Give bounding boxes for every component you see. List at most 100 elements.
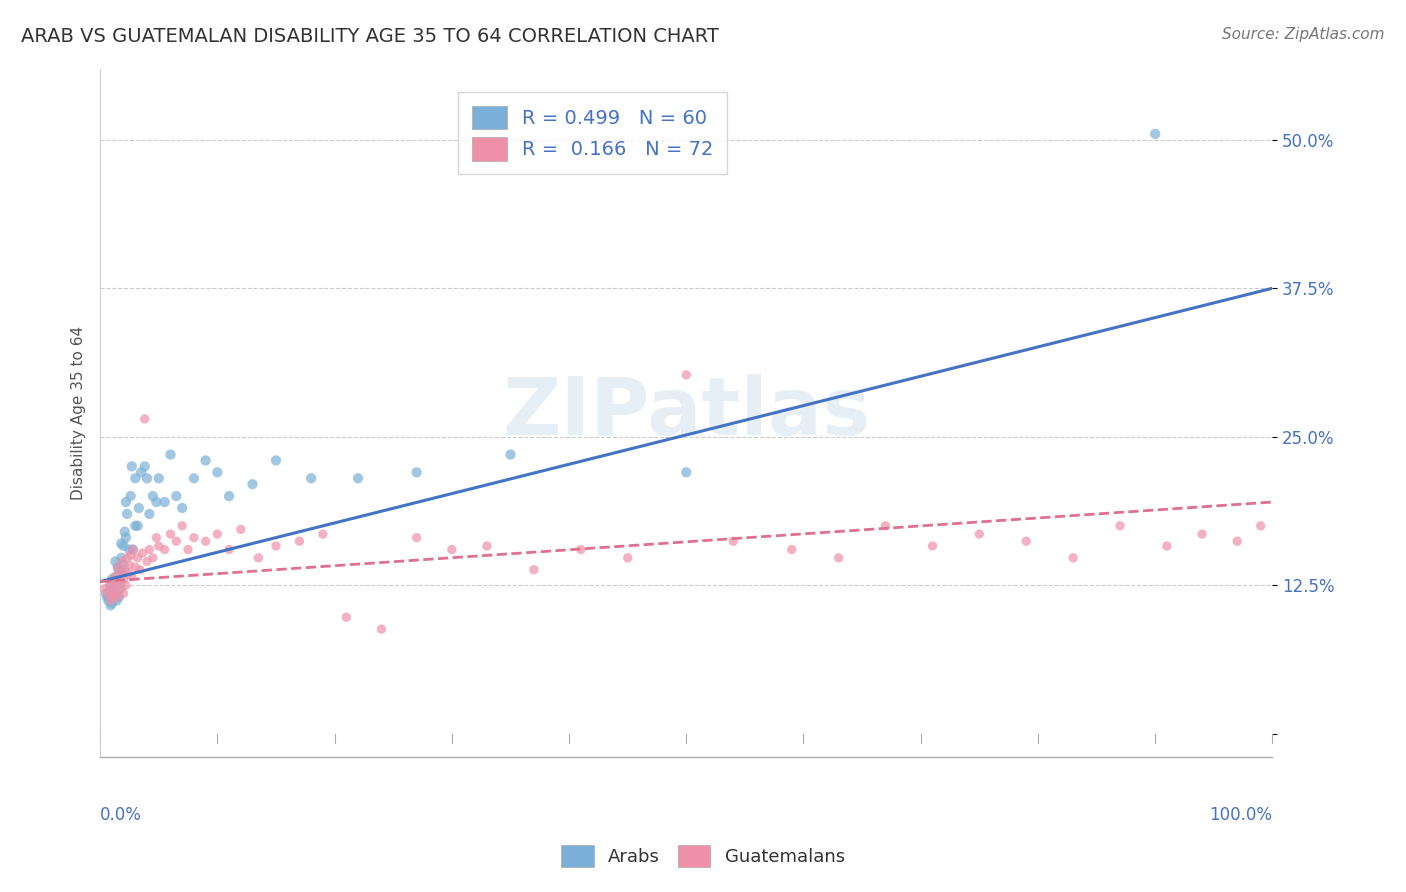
Point — [875, 518, 897, 533]
Point — [153, 495, 176, 509]
Point — [145, 531, 167, 545]
Point — [370, 622, 392, 636]
Point — [107, 560, 129, 574]
Point — [111, 566, 134, 581]
Point — [165, 489, 187, 503]
Point — [124, 560, 146, 574]
Point — [475, 539, 498, 553]
Point — [115, 507, 138, 521]
Point — [229, 522, 252, 536]
Point — [138, 542, 160, 557]
Point — [114, 524, 136, 539]
Point — [172, 500, 194, 515]
Text: Source: ZipAtlas.com: Source: ZipAtlas.com — [1222, 27, 1385, 42]
Point — [1109, 518, 1132, 533]
Point — [183, 531, 205, 545]
Point — [108, 566, 131, 581]
Point — [101, 596, 124, 610]
Point — [107, 560, 129, 574]
Text: 0.0%: 0.0% — [100, 805, 142, 823]
Point — [107, 590, 129, 604]
Point — [104, 554, 127, 568]
Point — [115, 578, 138, 592]
Point — [1191, 527, 1213, 541]
Point — [108, 578, 131, 592]
Point — [101, 582, 124, 596]
Point — [101, 590, 124, 604]
Point — [108, 563, 131, 577]
Point — [101, 584, 124, 599]
Point — [159, 527, 181, 541]
Point — [440, 542, 463, 557]
Point — [616, 550, 638, 565]
Point — [247, 550, 270, 565]
Point — [97, 593, 120, 607]
Point — [115, 495, 138, 509]
Point — [523, 563, 546, 577]
Point — [112, 572, 135, 586]
Point — [96, 586, 118, 600]
Point — [122, 542, 145, 557]
Point — [122, 542, 145, 557]
Point — [96, 590, 118, 604]
Point — [115, 531, 138, 545]
Point — [145, 495, 167, 509]
Point — [165, 534, 187, 549]
Text: 100.0%: 100.0% — [1209, 805, 1272, 823]
Point — [1062, 550, 1084, 565]
Point — [110, 550, 132, 565]
Point — [110, 536, 132, 550]
Point — [118, 558, 141, 572]
Point — [405, 531, 427, 545]
Point — [312, 527, 335, 541]
Point — [499, 448, 522, 462]
Point — [183, 471, 205, 485]
Point — [207, 527, 229, 541]
Point — [134, 459, 156, 474]
Point — [1144, 127, 1167, 141]
Point — [112, 586, 135, 600]
Point — [124, 518, 146, 533]
Point — [103, 586, 125, 600]
Point — [347, 471, 370, 485]
Point — [131, 546, 153, 560]
Point — [264, 453, 287, 467]
Point — [159, 448, 181, 462]
Point — [108, 590, 131, 604]
Point — [1156, 539, 1178, 553]
Point — [1226, 534, 1249, 549]
Point — [299, 471, 322, 485]
Point — [107, 584, 129, 599]
Point — [142, 550, 165, 565]
Point — [1015, 534, 1038, 549]
Legend: Arabs, Guatemalans: Arabs, Guatemalans — [554, 838, 852, 874]
Point — [1250, 518, 1272, 533]
Point — [98, 578, 121, 592]
Text: ZIPatlas: ZIPatlas — [502, 374, 870, 452]
Point — [194, 534, 217, 549]
Point — [780, 542, 803, 557]
Point — [101, 574, 124, 589]
Point — [111, 554, 134, 568]
Point — [569, 542, 592, 557]
Point — [104, 570, 127, 584]
Point — [129, 466, 152, 480]
Point — [105, 578, 128, 592]
Point — [118, 542, 141, 557]
Point — [969, 527, 991, 541]
Point — [288, 534, 311, 549]
Point — [112, 558, 135, 572]
Point — [103, 574, 125, 589]
Y-axis label: Disability Age 35 to 64: Disability Age 35 to 64 — [72, 326, 86, 500]
Point — [108, 574, 131, 589]
Point — [921, 539, 943, 553]
Point — [136, 471, 159, 485]
Point — [264, 539, 287, 553]
Point — [127, 518, 149, 533]
Point — [207, 466, 229, 480]
Point — [194, 453, 217, 467]
Point — [110, 582, 132, 596]
Point — [114, 563, 136, 577]
Point — [177, 542, 200, 557]
Point — [153, 542, 176, 557]
